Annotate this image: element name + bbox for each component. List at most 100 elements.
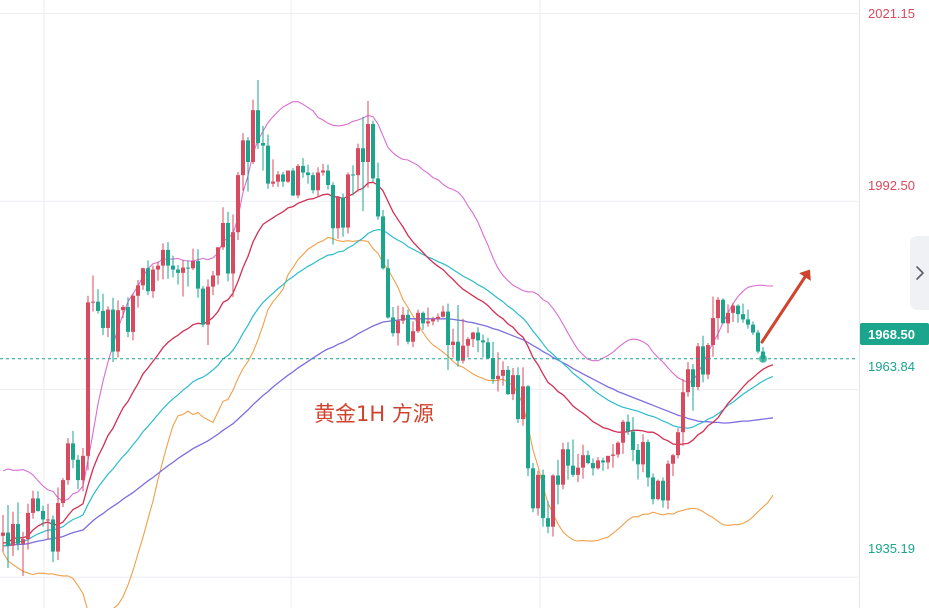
candle-114 bbox=[566, 442, 570, 480]
candle-53 bbox=[261, 125, 265, 171]
candle-105 bbox=[521, 367, 525, 426]
candle-127 bbox=[631, 417, 635, 462]
candle-93 bbox=[461, 318, 465, 364]
candle-78 bbox=[386, 259, 390, 319]
candle-147 bbox=[731, 303, 735, 323]
candle-50 bbox=[246, 137, 250, 192]
candle-63 bbox=[311, 172, 315, 194]
candle-150 bbox=[746, 309, 750, 329]
candle-54 bbox=[266, 134, 270, 189]
candle-19 bbox=[91, 275, 95, 312]
candle-152 bbox=[756, 329, 760, 354]
ma-teal-line bbox=[2, 228, 774, 547]
candle-111 bbox=[551, 474, 555, 537]
candle-149 bbox=[741, 303, 745, 323]
candle-12 bbox=[56, 487, 60, 561]
candle-115 bbox=[571, 439, 575, 477]
candle-85 bbox=[421, 311, 425, 330]
candle-82 bbox=[406, 309, 410, 345]
candle-6 bbox=[26, 503, 30, 550]
candle-61 bbox=[301, 158, 305, 178]
candle-113 bbox=[561, 442, 565, 490]
candle-9 bbox=[41, 505, 45, 527]
price-axis: 2021.15 1992.50 1963.84 1935.19 1968.50 bbox=[860, 6, 929, 556]
candle-74 bbox=[366, 101, 370, 188]
candle-22 bbox=[106, 306, 110, 338]
candle-96 bbox=[476, 327, 480, 353]
current-price-label: 1968.50 bbox=[868, 327, 915, 342]
candle-46 bbox=[226, 211, 230, 282]
candle-108 bbox=[536, 470, 540, 516]
candle-55 bbox=[271, 159, 275, 187]
candle-48 bbox=[236, 171, 240, 241]
candle-23 bbox=[111, 297, 115, 363]
candle-64 bbox=[316, 167, 320, 197]
upward-arrow bbox=[760, 269, 811, 344]
candle-120 bbox=[596, 457, 600, 470]
candle-95 bbox=[471, 331, 475, 347]
candle-30 bbox=[146, 260, 150, 296]
current-price-tag: 1968.50 bbox=[860, 323, 929, 345]
candle-136 bbox=[676, 428, 680, 459]
candle-99 bbox=[491, 341, 495, 384]
candle-40 bbox=[196, 249, 200, 298]
candle-17 bbox=[81, 447, 85, 492]
candle-42 bbox=[206, 279, 210, 345]
candle-91 bbox=[451, 328, 455, 358]
candle-97 bbox=[481, 334, 485, 358]
expand-panel-button[interactable] bbox=[910, 236, 929, 310]
candle-58 bbox=[286, 170, 290, 183]
candle-107 bbox=[531, 463, 535, 513]
candle-10 bbox=[46, 503, 50, 540]
candle-51 bbox=[251, 99, 255, 164]
candle-94 bbox=[466, 337, 470, 358]
candle-89 bbox=[441, 305, 445, 318]
candle-83 bbox=[411, 321, 415, 347]
candle-52 bbox=[256, 80, 260, 149]
candle-14 bbox=[66, 438, 70, 485]
candle-37 bbox=[181, 260, 185, 297]
ma-red-line bbox=[2, 181, 774, 544]
candle-132 bbox=[656, 479, 660, 501]
candle-75 bbox=[371, 120, 375, 182]
candle-131 bbox=[651, 473, 655, 505]
y-tick-label-1: 2021.15 bbox=[868, 6, 915, 21]
candle-31 bbox=[151, 265, 155, 298]
candle-65 bbox=[321, 163, 325, 176]
candle-70 bbox=[346, 172, 350, 234]
candle-109 bbox=[541, 469, 545, 527]
candle-142 bbox=[706, 343, 710, 380]
candle-35 bbox=[171, 255, 175, 278]
candle-110 bbox=[546, 501, 550, 534]
candle-1 bbox=[1, 514, 5, 553]
candle-123 bbox=[611, 444, 615, 468]
candle-79 bbox=[391, 306, 395, 337]
candle-62 bbox=[306, 164, 310, 184]
y-tick-label-3: 1963.84 bbox=[868, 359, 915, 374]
candle-101 bbox=[501, 361, 505, 386]
candle-45 bbox=[221, 207, 225, 250]
candle-8 bbox=[36, 491, 40, 512]
candle-28 bbox=[136, 280, 140, 308]
candle-90 bbox=[446, 303, 450, 370]
candle-102 bbox=[506, 365, 510, 395]
candle-104 bbox=[516, 367, 520, 424]
candle-92 bbox=[456, 304, 460, 367]
candle-138 bbox=[686, 362, 690, 397]
candle-122 bbox=[606, 455, 610, 469]
candle-103 bbox=[511, 367, 515, 401]
candle-34 bbox=[166, 242, 170, 279]
candle-128 bbox=[636, 444, 640, 480]
candle-44 bbox=[216, 247, 220, 285]
candle-38 bbox=[186, 260, 190, 287]
candle-49 bbox=[241, 133, 245, 191]
candle-121 bbox=[601, 457, 605, 471]
candle-33 bbox=[161, 243, 165, 280]
candle-56 bbox=[276, 171, 280, 187]
candle-43 bbox=[211, 270, 215, 296]
candle-39 bbox=[191, 248, 195, 271]
candles bbox=[1, 80, 765, 576]
candle-2 bbox=[6, 505, 10, 568]
candle-36 bbox=[176, 264, 180, 285]
